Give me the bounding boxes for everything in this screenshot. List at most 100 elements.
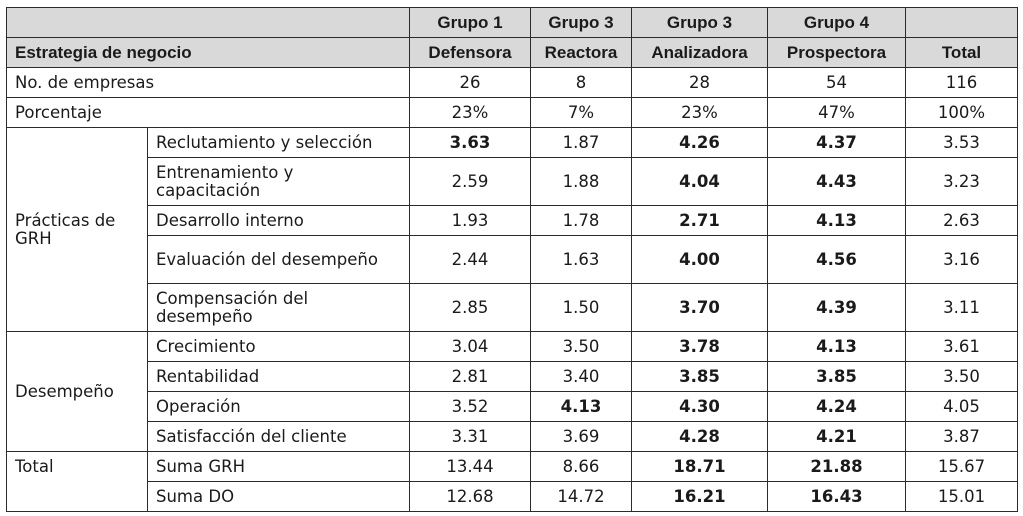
strategy-type-cell: Analizadora [631,37,768,68]
header-row-group: Grupo 1 Grupo 3 Grupo 3 Grupo 4 [6,7,1018,38]
value-cell: 28 [631,67,768,98]
value-cell: 2.59 [409,157,531,206]
value-cell: 15.01 [905,481,1018,512]
value-cell: 3.11 [905,283,1018,332]
value-cell: 3.16 [905,235,1018,284]
data-row: Entrenamiento y capacitación 2.59 1.88 4.04… [7,157,1018,206]
value-cell: 2.71 [631,205,768,236]
value-cell: 4.13 [767,331,906,362]
value-cell: 4.39 [767,283,906,332]
data-row: Desarrollo interno 1.93 1.78 2.71 4.13 2.63 [7,205,1018,236]
value-cell: 23% [631,97,768,128]
row-label: Porcentaje [6,97,410,128]
strategy-type-cell: Defensora [409,37,531,68]
strategy-type-cell: Prospectora [767,37,906,68]
metric-label: Suma DO [147,481,410,512]
value-cell: 1.93 [409,205,531,236]
value-cell: 21.88 [767,451,906,482]
value-cell: 3.23 [905,157,1018,206]
metric-label: Operación [147,391,410,422]
metric-label: Compensación del desempeño [147,283,410,332]
metric-label: Evaluación del desempeño [147,235,410,284]
group-header-cell: Grupo 3 [530,7,632,38]
value-cell: 4.21 [767,421,906,452]
value-cell: 3.70 [631,283,768,332]
value-cell: 3.63 [409,127,531,158]
strategy-type-cell: Total [905,37,1018,68]
value-cell: 16.43 [767,481,906,512]
metric-label: Reclutamiento y selección [147,127,410,158]
data-row: Operación 3.52 4.13 4.30 4.24 4.05 [7,391,1018,422]
strategy-type-cell: Reactora [530,37,632,68]
value-cell: 15.67 [905,451,1018,482]
value-cell: 4.28 [631,421,768,452]
row-label: No. de empresas [6,67,410,98]
value-cell: 23% [409,97,531,128]
value-cell: 18.71 [631,451,768,482]
value-cell: 54 [767,67,906,98]
data-row: Prácticas de GRH Reclutamiento y selecció… [6,127,1018,332]
value-cell: 3.40 [530,361,632,392]
value-cell: 4.13 [530,391,632,422]
section-label: Prácticas de GRH [6,127,148,332]
metric-label: Desarrollo interno [147,205,410,236]
value-cell: 1.63 [530,235,632,284]
strategy-label-cell: Estrategia de negocio [6,37,410,68]
value-cell: 3.52 [409,391,531,422]
group-header-cell: Grupo 3 [631,7,768,38]
value-cell: 3.69 [530,421,632,452]
value-cell: 26 [409,67,531,98]
value-cell: 16.21 [631,481,768,512]
value-cell: 3.53 [905,127,1018,158]
value-cell: 3.87 [905,421,1018,452]
table-body: Grupo 1 Grupo 3 Grupo 3 Grupo 4 Estrategia d… [6,7,1018,512]
value-cell: 12.68 [409,481,531,512]
value-cell: 3.50 [905,361,1018,392]
strategy-table: Grupo 1 Grupo 3 Grupo 3 Grupo 4 Estrategia d… [6,7,1018,512]
value-cell: 4.56 [767,235,906,284]
value-cell: 4.05 [905,391,1018,422]
value-cell: 2.63 [905,205,1018,236]
value-cell: 1.78 [530,205,632,236]
value-cell: 1.50 [530,283,632,332]
value-cell: 4.24 [767,391,906,422]
data-row: Evaluación del desempeño 2.44 1.63 4.00 4.56… [7,235,1018,284]
data-row: Suma DO 12.68 14.72 16.21 16.43 15.01 [7,481,1018,512]
value-cell: 4.04 [631,157,768,206]
value-cell: 3.85 [767,361,906,392]
value-cell: 47% [767,97,906,128]
metric-label: Crecimiento [147,331,410,362]
value-cell: 3.04 [409,331,531,362]
value-cell: 2.44 [409,235,531,284]
value-cell: 4.43 [767,157,906,206]
data-row: Total Suma GRH 13.44 8.66 18.71 21.88 15.67 [6,451,1018,512]
summary-row: No. de empresas 26 8 28 54 116 [6,67,1018,98]
value-cell: 8 [530,67,632,98]
value-cell: 3.85 [631,361,768,392]
group-header-cell: Grupo 1 [409,7,531,38]
value-cell: 4.00 [631,235,768,284]
value-cell: 4.37 [767,127,906,158]
header-corner-cell [6,7,410,38]
value-cell: 4.13 [767,205,906,236]
metric-label: Rentabilidad [147,361,410,392]
metric-label: Entrenamiento y capacitación [147,157,410,206]
value-cell: 8.66 [530,451,632,482]
value-cell: 100% [905,97,1018,128]
value-cell: 116 [905,67,1018,98]
value-cell: 7% [530,97,632,128]
value-cell: 13.44 [409,451,531,482]
header-empty-cell [905,7,1018,38]
section-label: Desempeño [6,331,148,452]
value-cell: 4.26 [631,127,768,158]
group-header-cell: Grupo 4 [767,7,906,38]
value-cell: 3.31 [409,421,531,452]
data-row: Compensación del desempeño 2.85 1.50 3.70 4.… [7,283,1018,332]
data-row: Satisfacción del cliente 3.31 3.69 4.28 4.21… [7,421,1018,452]
data-row: Desempeño Crecimiento 3.04 3.50 3.78 4.13 3.61 [6,331,1018,452]
value-cell: 1.88 [530,157,632,206]
metric-label: Suma GRH [147,451,410,482]
value-cell: 3.61 [905,331,1018,362]
value-cell: 3.78 [631,331,768,362]
value-cell: 3.50 [530,331,632,362]
